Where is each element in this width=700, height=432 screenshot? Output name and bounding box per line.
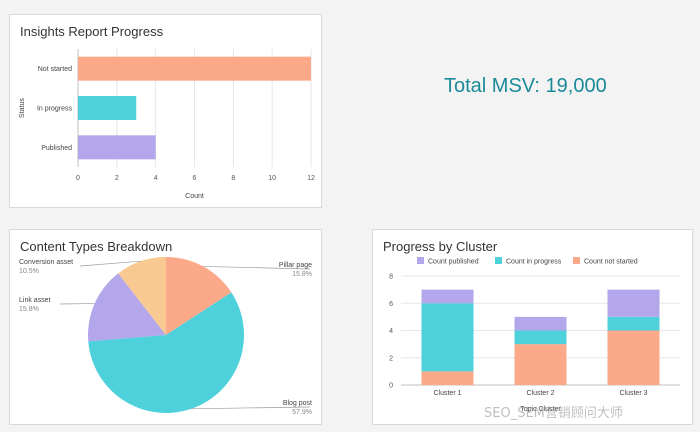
cluster-legend-label: Count published xyxy=(428,259,479,266)
pie-slice-percent: 57.9% xyxy=(292,409,312,416)
cluster-category-label: Cluster 1 xyxy=(433,390,461,397)
cluster-progress-card: Progress by Cluster 0 2 4 6 8 Cluster 1 Cluste… xyxy=(372,229,693,425)
cluster-legend-label: Count in progress xyxy=(506,259,562,266)
cluster-y-tick: 2 xyxy=(389,355,393,362)
cluster-legend-swatch xyxy=(495,257,502,264)
cluster-legend-swatch xyxy=(417,257,424,264)
insights-chart-title: Insights Report Progress xyxy=(20,24,164,39)
cluster-bar-segment xyxy=(514,316,567,331)
pie-slice-percent: 15.8% xyxy=(19,306,39,313)
cluster-bar-segment xyxy=(607,316,660,331)
cluster-bar-segment xyxy=(607,289,660,317)
pie-slice-label: Link asset xyxy=(19,297,51,304)
cluster-bar-segment xyxy=(421,303,474,372)
cluster-y-tick: 0 xyxy=(389,383,393,390)
pie-leader-line xyxy=(203,266,311,270)
pie-slice xyxy=(88,292,244,413)
pie-leader-line xyxy=(191,406,311,410)
content-pie-chart: Pillar page 15.8% Blog post 57.9% Link asset… xyxy=(19,257,312,416)
cluster-chart-title: Progress by Cluster xyxy=(383,239,498,254)
cluster-bar-segment xyxy=(607,330,660,385)
pie-slice xyxy=(118,257,166,335)
cluster-stacked-bar-chart: 0 2 4 6 8 Cluster 1 Cluster 2 Cluster 3 Topic Cl… xyxy=(389,257,680,413)
insights-bar xyxy=(78,96,137,120)
pie-slice-percent: 15.8% xyxy=(292,271,312,278)
pie-slice-label: Pillar page xyxy=(279,262,312,269)
cluster-category-label: Cluster 2 xyxy=(526,390,554,397)
pie-slice xyxy=(88,273,166,342)
insights-category-label: Not started xyxy=(38,66,72,73)
insights-x-tick: 12 xyxy=(307,175,315,182)
cluster-legend-label: Count not started xyxy=(584,259,638,266)
content-types-card: Content Types Breakdown Pillar page 15.8%… xyxy=(9,229,322,425)
total-msv-label: Total MSV: xyxy=(444,75,540,97)
insights-bar xyxy=(78,135,156,160)
content-chart-title: Content Types Breakdown xyxy=(20,239,173,254)
insights-category-label: Published xyxy=(41,145,72,152)
insights-y-axis-label: Status xyxy=(19,98,26,118)
cluster-x-axis-label: Topic Cluster xyxy=(520,406,561,413)
cluster-y-tick: 8 xyxy=(389,274,393,281)
insights-x-tick: 6 xyxy=(193,175,197,182)
pie-slice-percent: 10.5% xyxy=(19,268,39,275)
cluster-category-label: Cluster 3 xyxy=(619,390,647,397)
insights-x-axis-label: Count xyxy=(185,193,204,200)
total-msv-value: 19,000 xyxy=(545,75,607,97)
cluster-y-tick: 4 xyxy=(389,328,393,335)
insights-report-card: Insights Report Progress 0 2 4 6 8 10 12 Not st… xyxy=(9,14,322,208)
total-msv: Total MSV: 19,000 xyxy=(444,75,607,98)
cluster-legend-swatch xyxy=(573,257,580,264)
cluster-bar-segment xyxy=(421,289,474,304)
insights-x-tick: 4 xyxy=(154,175,158,182)
insights-x-tick: 2 xyxy=(115,175,119,182)
insights-bar xyxy=(78,56,311,81)
insights-x-tick: 10 xyxy=(268,175,276,182)
cluster-bar-segment xyxy=(421,371,474,385)
watermark: SEO_SEM营销顾问大师 xyxy=(484,406,623,421)
insights-x-tick: 0 xyxy=(76,175,80,182)
insights-bar-chart: 0 2 4 6 8 10 12 Not started In progress Published… xyxy=(19,49,315,200)
cluster-bar-segment xyxy=(514,330,567,345)
cluster-bar-segment xyxy=(514,344,567,385)
pie-leader-line xyxy=(79,260,141,267)
insights-x-tick: 8 xyxy=(231,175,235,182)
pie-slice-label: Conversion asset xyxy=(19,259,73,266)
cluster-y-tick: 6 xyxy=(389,301,393,308)
pie-slice xyxy=(166,257,232,335)
insights-category-label: In progress xyxy=(37,106,73,113)
pie-slice-label: Blog post xyxy=(283,400,312,407)
